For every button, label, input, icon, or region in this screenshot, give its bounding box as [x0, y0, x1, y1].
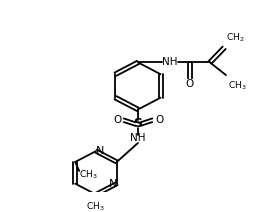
Text: O: O: [186, 79, 194, 89]
Text: N: N: [109, 179, 117, 189]
Text: N: N: [96, 146, 104, 156]
Text: CH$_2$: CH$_2$: [226, 32, 245, 44]
Text: NH: NH: [162, 57, 178, 67]
Text: CH$_3$: CH$_3$: [86, 201, 105, 212]
Text: NH: NH: [130, 133, 146, 144]
Text: O: O: [155, 115, 163, 125]
Text: S: S: [134, 117, 143, 130]
Text: O: O: [113, 115, 121, 125]
Text: CH$_3$: CH$_3$: [79, 168, 98, 181]
Text: CH$_3$: CH$_3$: [228, 80, 247, 92]
